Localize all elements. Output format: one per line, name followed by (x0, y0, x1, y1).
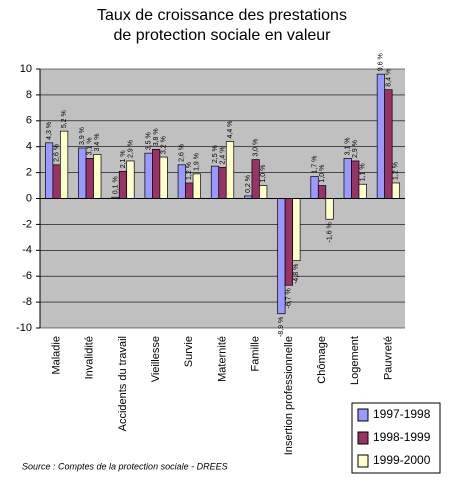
y-tick-label: -10 (16, 322, 32, 334)
bar (351, 160, 360, 199)
bar (59, 130, 69, 199)
bar (251, 159, 260, 199)
x-tick-label: Chômage (316, 336, 328, 384)
value-label: 2,9 % (352, 140, 359, 158)
value-label: 1,1 % (360, 163, 367, 181)
bar (277, 198, 286, 315)
value-label: 8,4 % (385, 69, 392, 87)
value-label: 3,4 % (94, 134, 101, 152)
bar (185, 182, 194, 199)
bar (384, 89, 393, 199)
bar (292, 198, 301, 262)
source-note: Source : Comptes de la protection social… (22, 461, 228, 471)
x-tick-label: Famille (250, 336, 262, 371)
y-tick-label: 6 (26, 115, 32, 127)
x-tick-label: Insertion professionnelle (283, 336, 295, 455)
chart-title: Taux de croissance des prestations (97, 7, 347, 24)
y-tick-label: -4 (22, 244, 32, 256)
bar (126, 160, 135, 199)
bar (144, 152, 153, 199)
value-label: 2,1 % (120, 150, 127, 168)
value-label: 3,5 % (145, 132, 152, 150)
x-tick-label: Logement (349, 336, 361, 385)
value-label: 0,1 % (112, 176, 119, 194)
value-label: 2,6 % (53, 144, 60, 162)
bar (78, 147, 87, 199)
bar (152, 148, 161, 199)
value-label: 2,6 % (179, 144, 186, 162)
bar (52, 164, 61, 199)
x-tick-label: Vieillesse (150, 336, 162, 382)
bar (210, 165, 220, 199)
bar (284, 198, 293, 286)
x-tick-label: Maternité (216, 336, 228, 382)
bar (376, 73, 386, 199)
value-label: 1,0 % (319, 165, 326, 183)
bar (118, 170, 128, 199)
y-tick-label: -6 (22, 270, 32, 282)
bar (218, 167, 227, 199)
value-label: 1,7 % (311, 156, 318, 174)
x-tick-label: Pauvreté (382, 336, 394, 380)
value-label: 3,9 % (79, 127, 86, 145)
value-label: 3,1 % (345, 137, 352, 155)
value-label: 4,4 % (227, 121, 234, 139)
y-tick-label: 10 (20, 63, 32, 75)
x-tick-label: Accidents du travail (117, 336, 129, 431)
legend-swatch (357, 431, 369, 445)
y-tick-label: 4 (26, 141, 32, 153)
y-tick-label: 0 (26, 192, 32, 204)
value-label: 1,2 % (393, 162, 400, 180)
value-label: 0,2 % (245, 175, 252, 193)
y-tick-label: 2 (26, 167, 32, 179)
bar (159, 156, 168, 199)
value-label: -4,8 % (293, 264, 300, 284)
legend-swatch (357, 454, 369, 468)
bar (85, 158, 94, 199)
value-label: 2,5 % (212, 145, 219, 163)
bar (325, 198, 334, 220)
value-label: -8,9 % (278, 317, 285, 337)
value-label: 3,1 % (87, 137, 94, 155)
value-label: 4,3 % (46, 122, 53, 140)
chart-title: de protection sociale en valeur (113, 27, 331, 44)
bar (317, 185, 327, 199)
value-label: 5,2 % (61, 110, 68, 128)
legend-label: 1999-2000 (373, 453, 431, 467)
y-tick-label: 8 (26, 89, 32, 101)
value-label: 2,4 % (219, 147, 226, 165)
bar (177, 164, 186, 199)
value-label: 3,2 % (160, 136, 167, 154)
value-label: -6,7 % (286, 288, 293, 308)
value-label: 9,6 % (378, 53, 385, 71)
value-label: 3,8 % (153, 128, 160, 146)
bar (310, 176, 319, 199)
legend-label: 1998-1999 (373, 430, 431, 444)
legend-label: 1997-1998 (373, 407, 431, 421)
bar (358, 183, 367, 199)
value-label: 3,0 % (253, 139, 260, 157)
x-tick-label: Invalidité (84, 336, 96, 379)
bar (44, 142, 54, 199)
x-tick-label: Survie (183, 336, 195, 367)
bar (225, 141, 235, 199)
bar (192, 173, 201, 199)
y-tick-label: -8 (22, 296, 32, 308)
value-label: -1,6 % (326, 222, 333, 242)
x-tick-label: Maladie (50, 336, 62, 375)
bar (259, 185, 268, 199)
value-label: 2,9 % (127, 140, 134, 158)
y-tick-label: -2 (22, 218, 32, 230)
bar (391, 182, 401, 199)
bar (93, 154, 102, 199)
value-label: 1,0 % (260, 165, 267, 183)
value-label: 1,9 % (194, 153, 201, 171)
value-label: 1,2 % (186, 162, 193, 180)
bar (343, 158, 352, 199)
legend-swatch (357, 408, 369, 422)
